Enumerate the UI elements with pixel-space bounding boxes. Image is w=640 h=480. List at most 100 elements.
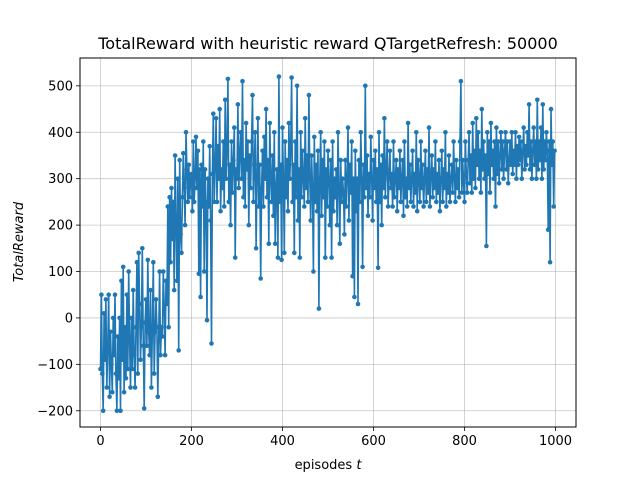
data-point [255,116,261,121]
data-point [204,317,210,323]
data-point [304,153,310,158]
data-point [384,139,390,144]
data-point [410,148,415,154]
data-point [551,204,556,209]
data-point [226,199,232,205]
data-point [472,148,477,154]
data-point [318,130,324,135]
data-point [391,139,396,144]
data-point [109,362,114,367]
data-point [102,357,108,363]
data-point [171,287,177,293]
data-point [343,204,349,209]
data-point [468,153,474,158]
data-point [454,185,460,191]
data-point [120,357,125,363]
data-point [488,120,494,126]
data-point [495,171,500,177]
x-tick-label: 200 [179,434,204,449]
y-tick-label: 200 [48,219,73,234]
data-point [329,255,334,260]
data-point [323,255,328,260]
data-point [101,311,107,316]
data-point [374,167,380,172]
data-point [165,204,171,209]
data-point [544,130,549,135]
data-point [257,162,263,168]
data-point [191,199,197,205]
data-point [407,162,413,168]
y-tick-label: 0 [65,311,73,326]
data-point [517,157,523,163]
x-axis-label-text: episodes [295,458,357,473]
data-point [388,185,394,191]
data-point [390,204,395,209]
data-point [211,111,216,116]
data-point [172,153,178,158]
data-point [313,199,318,205]
data-point [542,139,547,144]
data-point [534,176,539,181]
data-point [382,116,387,121]
data-point [210,171,215,177]
data-point [504,167,509,172]
data-point [467,181,473,186]
y-tick-label: −200 [37,404,73,419]
data-point [273,185,279,191]
data-point [341,190,346,195]
data-point [421,204,426,209]
data-point [174,278,180,284]
data-point [291,162,296,168]
data-point [288,148,294,154]
data-point [439,148,445,154]
data-point [186,162,192,168]
data-point [222,97,228,103]
data-point [145,257,151,263]
data-point [545,227,551,232]
data-point [215,143,221,149]
data-point [451,139,456,144]
data-point [157,269,162,274]
data-point [311,269,316,274]
data-point [494,125,499,130]
data-point [277,199,283,205]
data-point [375,265,381,271]
chart-title: TotalReward with heuristic reward QTarge… [97,34,558,53]
data-point [486,139,492,144]
data-point [357,199,363,205]
data-point [309,153,314,158]
data-point [406,185,412,191]
data-point [199,162,204,168]
data-point [272,241,278,246]
data-point [476,176,482,181]
data-point [358,130,364,135]
data-point [154,324,160,330]
data-point [372,185,377,191]
data-point [377,199,383,205]
data-point [272,130,277,135]
data-point [190,208,195,214]
data-point [233,167,239,172]
data-point [333,194,338,200]
data-point [149,385,154,390]
data-point [106,292,111,298]
data-point [535,97,540,103]
y-tick-label: 500 [48,79,73,94]
data-point [144,343,150,349]
data-point [401,213,406,219]
data-point [179,250,184,256]
data-point [394,157,399,163]
data-point [394,208,400,214]
data-point [328,157,334,163]
data-point [207,143,212,149]
data-point [142,320,148,325]
data-point [141,343,146,349]
data-point [361,162,366,168]
data-point [359,176,365,181]
data-point [241,194,246,200]
data-point [155,394,161,400]
data-point [310,185,315,191]
data-point [456,194,462,200]
data-point [459,190,465,195]
data-point [349,139,355,144]
